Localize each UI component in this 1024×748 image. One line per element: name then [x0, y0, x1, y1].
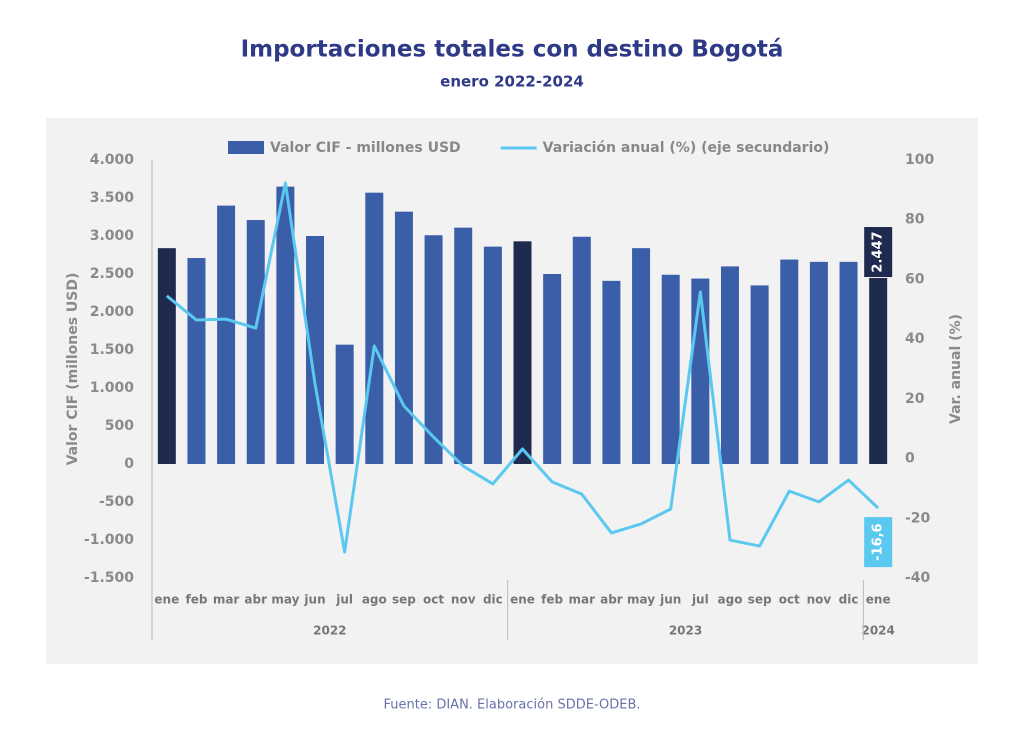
x-tick-label: ene	[866, 593, 891, 607]
x-tick-label: abr	[244, 593, 267, 607]
y-tick-label: 0	[124, 456, 134, 472]
bar	[572, 236, 591, 464]
chart-title: Importaciones totales con destino Bogotá	[241, 37, 784, 63]
data-label-box	[864, 517, 893, 568]
bar	[276, 186, 295, 464]
x-tick-label: feb	[185, 593, 207, 607]
x-tick-label: nov	[451, 593, 476, 607]
x-tick-label: ene	[154, 593, 179, 607]
x-tick-label: jun	[659, 593, 681, 607]
bar	[839, 261, 858, 464]
y2-tick-label: -20	[905, 510, 931, 526]
y2-tick-label: 80	[905, 212, 925, 228]
bar	[602, 280, 621, 464]
bar	[543, 274, 562, 464]
bar	[483, 246, 502, 464]
x-tick-label: nov	[807, 593, 832, 607]
bar	[720, 266, 739, 464]
x-tick-label: oct	[423, 593, 444, 607]
y-tick-label: 2.000	[90, 304, 135, 320]
bar	[632, 248, 651, 464]
bar	[424, 235, 443, 464]
y-tick-label: 1.500	[90, 342, 135, 358]
bar	[335, 344, 354, 464]
y2-tick-label: 60	[905, 271, 925, 287]
line	[165, 181, 880, 554]
chart-panel	[46, 118, 978, 664]
x-tick-label: ago	[362, 593, 387, 607]
bar	[809, 261, 828, 464]
x-tick-label: ene	[510, 593, 535, 607]
x-tick-label: jun	[303, 593, 325, 607]
x-tick-label: may	[271, 593, 299, 607]
bar	[217, 205, 236, 464]
y-tick-label: 1.000	[90, 380, 135, 396]
bar	[869, 278, 888, 464]
bar	[246, 220, 265, 464]
bar	[750, 285, 769, 464]
y2-tick-label: 40	[905, 331, 925, 347]
y-tick-label: -1.500	[84, 570, 134, 586]
x-tick-label: dic	[839, 593, 859, 607]
bar	[394, 211, 413, 464]
y-tick-label: -1.000	[84, 532, 134, 548]
bar	[513, 241, 532, 464]
legend-label: Variación anual (%) (eje secundario)	[543, 140, 830, 156]
x-tick-label: jul	[691, 593, 709, 607]
x-tick-label: sep	[392, 593, 416, 607]
legend-swatch	[228, 141, 264, 154]
legend-label: Valor CIF - millones USD	[270, 140, 461, 156]
x-group-label: 2024	[861, 624, 894, 638]
y2-axis-title: Var. anual (%)	[948, 314, 964, 424]
chart-subtitle: enero 2022-2024	[440, 73, 584, 91]
y2-tick-label: -40	[905, 570, 931, 586]
y-tick-label: 3.000	[90, 228, 135, 244]
data-label: -16,6	[871, 523, 886, 560]
x-tick-label: mar	[213, 593, 240, 607]
x-tick-label: abr	[600, 593, 623, 607]
y-tick-label: 3.500	[90, 190, 135, 206]
x-group-label: 2022	[313, 624, 346, 638]
y-tick-label: 4.000	[90, 152, 135, 168]
x-tick-label: oct	[779, 593, 800, 607]
y2-tick-label: 0	[905, 451, 915, 467]
x-tick-label: mar	[569, 593, 596, 607]
bar	[780, 259, 799, 464]
bar	[157, 248, 176, 464]
y-tick-label: 2.500	[90, 266, 135, 282]
bar	[661, 274, 680, 464]
y-tick-label: -500	[99, 494, 134, 510]
bar	[187, 258, 206, 464]
y-tick-label: 500	[105, 418, 134, 434]
x-tick-label: ago	[718, 593, 743, 607]
source-note: Fuente: DIAN. Elaboración SDDE-ODEB.	[383, 698, 640, 713]
x-tick-label: dic	[483, 593, 503, 607]
y2-tick-label: 20	[905, 391, 925, 407]
data-label: 2.447	[871, 231, 886, 272]
bar	[365, 192, 384, 464]
x-tick-label: jul	[335, 593, 353, 607]
data-label-box	[864, 227, 893, 278]
bar	[454, 227, 473, 464]
y-axis-title: Valor CIF (millones USD)	[65, 273, 81, 466]
bar	[691, 278, 710, 464]
x-tick-label: sep	[748, 593, 772, 607]
x-group-label: 2023	[669, 624, 702, 638]
x-tick-label: feb	[541, 593, 563, 607]
y2-tick-label: 100	[905, 152, 934, 168]
x-tick-label: may	[627, 593, 655, 607]
